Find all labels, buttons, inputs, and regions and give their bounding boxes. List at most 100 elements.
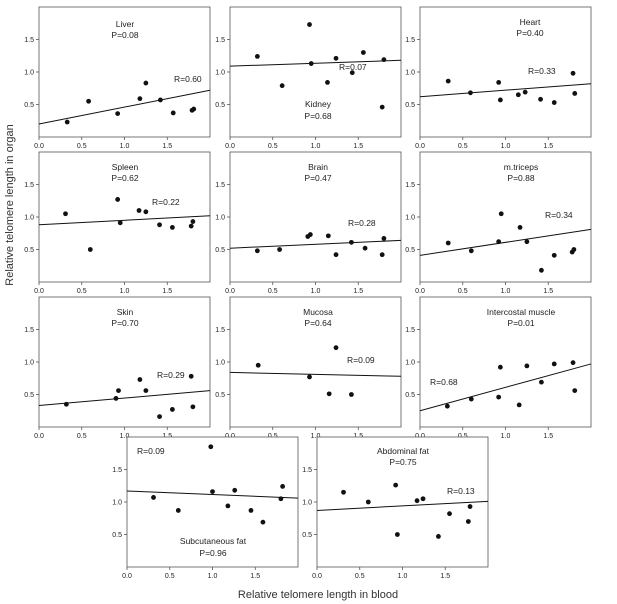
panel-title: Intercostal muscle (487, 307, 556, 317)
data-point (86, 98, 91, 104)
data-point (254, 54, 260, 59)
r-value-label: R=0.29 (157, 370, 185, 380)
data-point (248, 508, 254, 513)
data-point (190, 219, 196, 224)
x-tick-label: 0.5 (355, 573, 365, 580)
x-tick-label: 0.5 (268, 143, 278, 150)
data-point (326, 391, 332, 397)
regression-line (229, 239, 402, 249)
panel-title: Liver (116, 19, 135, 29)
y-tick-label: 1.0 (112, 500, 122, 507)
data-point (151, 495, 156, 500)
y-tick-label: 1.0 (215, 360, 225, 367)
y-tick-label: 1.5 (405, 327, 415, 334)
x-tick-label: 1.0 (311, 288, 321, 295)
x-tick-label: 1.0 (398, 573, 408, 580)
p-value-label: P=0.01 (507, 318, 534, 328)
data-point (420, 496, 426, 502)
y-tick-label: 0.5 (24, 392, 34, 399)
data-point (255, 362, 261, 368)
data-point (516, 402, 522, 408)
data-point (175, 508, 181, 513)
data-point (445, 78, 451, 84)
panel-kidney: 0.0 0.5 1.0 1.5 0.5 1.0 1.5 Kidney P=0.68 R=0.07 (215, 6, 402, 150)
y-tick-label: 1.5 (405, 37, 415, 44)
r-value-label: R=0.13 (447, 486, 475, 496)
x-tick-label: 0.0 (225, 433, 235, 440)
x-tick-label: 1.0 (501, 433, 511, 440)
panel-frame (229, 296, 402, 428)
panel-frame (38, 6, 211, 138)
y-tick-label: 1.0 (215, 70, 225, 77)
p-value-label: P=0.40 (516, 28, 543, 38)
data-point (436, 534, 441, 539)
data-point (279, 83, 285, 89)
data-point (497, 364, 503, 370)
panel-title: Spleen (112, 162, 139, 172)
panel-title: Brain (308, 162, 328, 172)
x-tick-label: 1.0 (311, 433, 321, 440)
data-point (333, 252, 339, 258)
y-tick-label: 0.5 (24, 247, 34, 254)
data-point (524, 363, 530, 369)
panel-title: Mucosa (303, 307, 333, 317)
y-tick-label: 0.5 (405, 102, 415, 109)
data-point (333, 345, 339, 351)
x-tick-label: 0.0 (415, 288, 425, 295)
data-point (143, 209, 149, 215)
x-tick-label: 1.0 (501, 288, 511, 295)
x-tick-label: 0.5 (268, 288, 278, 295)
data-point (191, 106, 197, 112)
data-point (571, 247, 577, 252)
y-tick-label: 1.0 (24, 70, 34, 77)
panel-title: Heart (520, 17, 541, 27)
data-point (137, 377, 143, 382)
panel-intercostal-muscle: 0.0 0.5 1.0 1.5 0.5 1.0 1.5 Intercostal muscleP… (405, 296, 592, 440)
x-tick-label: 1.5 (440, 573, 450, 580)
data-point (362, 245, 368, 251)
y-tick-label: 1.5 (405, 182, 415, 189)
panel-subcutaneous-fat: 0.0 0.5 1.0 1.5 0.5 1.0 1.5 Subcutaneous fat P=0… (112, 436, 299, 580)
data-point (349, 70, 355, 76)
p-value-label: P=0.70 (111, 318, 138, 328)
r-value-label: R=0.34 (545, 210, 573, 220)
x-tick-label: 0.0 (415, 433, 425, 440)
r-value-label: R=0.22 (152, 197, 180, 207)
data-point (414, 498, 420, 504)
panel-title: Subcutaneous fat (180, 536, 247, 546)
x-tick-label: 0.5 (458, 143, 468, 150)
data-point (115, 111, 121, 116)
data-point (445, 240, 451, 246)
x-tick-label: 0.0 (225, 288, 235, 295)
data-point (496, 80, 502, 85)
x-tick-label: 1.5 (543, 288, 553, 295)
regression-line (419, 228, 592, 256)
panel-title: Abdominal fat (377, 446, 430, 456)
x-tick-label: 0.0 (225, 143, 235, 150)
data-point (169, 225, 175, 230)
data-point (539, 267, 544, 273)
data-point (188, 223, 194, 229)
x-tick-label: 0.5 (458, 433, 468, 440)
y-tick-label: 1.0 (24, 360, 34, 367)
data-point (225, 503, 231, 509)
data-point (393, 482, 399, 488)
y-tick-label: 1.0 (405, 215, 415, 222)
x-tick-label: 0.5 (165, 573, 175, 580)
regression-line (229, 371, 402, 377)
figure-xlabel: Relative telomere length in blood (238, 589, 398, 601)
x-tick-label: 0.0 (34, 143, 44, 150)
data-point (447, 511, 452, 517)
y-tick-label: 0.5 (405, 392, 415, 399)
data-point (515, 92, 521, 98)
data-point (381, 57, 387, 63)
data-point (379, 252, 385, 258)
data-point (539, 379, 544, 385)
x-tick-label: 1.0 (311, 143, 321, 150)
panel-frame (419, 151, 592, 283)
data-point (468, 248, 474, 254)
y-tick-label: 1.5 (24, 182, 34, 189)
